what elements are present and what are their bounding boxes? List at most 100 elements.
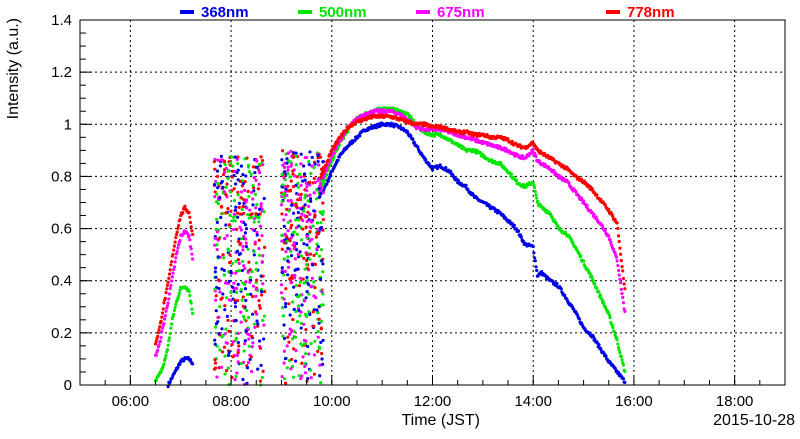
- data-point: [221, 211, 225, 216]
- data-point: [258, 379, 263, 383]
- data-point: [311, 310, 315, 314]
- data-point: [620, 291, 624, 296]
- data-point: [216, 255, 220, 259]
- data-point: [304, 328, 308, 332]
- data-point: [164, 353, 168, 357]
- data-point: [250, 334, 254, 338]
- data-point: [219, 215, 223, 220]
- data-point: [307, 310, 311, 314]
- data-point: [244, 174, 248, 178]
- data-point: [296, 181, 300, 185]
- data-point: [220, 179, 224, 184]
- data-point: [304, 296, 308, 300]
- data-point: [293, 257, 297, 261]
- data-point: [618, 246, 622, 250]
- data-point: [302, 322, 306, 326]
- data-point: [238, 179, 243, 183]
- data-point: [222, 256, 226, 260]
- data-point: [213, 361, 218, 365]
- data-point: [282, 218, 286, 222]
- data-point: [168, 380, 172, 384]
- data-point: [228, 213, 232, 217]
- data-point: [257, 304, 262, 308]
- data-point: [604, 354, 608, 358]
- y-tick-label: 0: [64, 377, 72, 394]
- data-point: [189, 247, 193, 251]
- data-point: [290, 300, 295, 304]
- data-point: [225, 296, 229, 300]
- data-point: [225, 234, 229, 238]
- data-point: [243, 287, 248, 291]
- data-point: [621, 269, 625, 273]
- data-point: [321, 212, 325, 217]
- data-point: [332, 145, 337, 149]
- data-point: [221, 253, 225, 257]
- data-point: [236, 282, 240, 286]
- data-point: [190, 252, 194, 256]
- data-point: [223, 354, 227, 358]
- data-point: [303, 361, 307, 366]
- data-point: [299, 377, 303, 381]
- x-tick-label: 08:00: [212, 393, 250, 410]
- data-point: [164, 290, 168, 295]
- data-point: [257, 298, 261, 303]
- data-point: [280, 172, 284, 176]
- data-point: [178, 218, 182, 222]
- data-point: [282, 361, 286, 365]
- data-point: [290, 223, 294, 227]
- data-point: [555, 282, 559, 286]
- data-point: [237, 201, 242, 206]
- data-point: [616, 263, 620, 268]
- data-point: [252, 220, 256, 224]
- data-point: [293, 268, 297, 272]
- data-point: [221, 333, 225, 338]
- data-point: [220, 205, 224, 209]
- data-point: [319, 340, 323, 345]
- data-point: [215, 169, 220, 173]
- data-point: [295, 175, 299, 179]
- data-point: [187, 210, 191, 215]
- data-point: [280, 212, 284, 216]
- legend: 368nm 500nm 675nm 778nm: [180, 4, 675, 21]
- data-point: [221, 172, 226, 177]
- data-point: [592, 213, 596, 217]
- data-point: [156, 348, 160, 352]
- data-point: [296, 198, 300, 202]
- data-point: [302, 172, 307, 176]
- data-point: [238, 212, 242, 216]
- data-point: [244, 298, 248, 303]
- data-point: [232, 289, 236, 293]
- data-point: [233, 298, 237, 302]
- data-point: [246, 270, 250, 274]
- data-point: [261, 282, 265, 286]
- data-point: [159, 370, 163, 374]
- legend-label: 675nm: [437, 4, 485, 21]
- data-point: [623, 309, 627, 313]
- data-point: [313, 214, 317, 218]
- data-point: [281, 183, 285, 187]
- data-point: [162, 301, 166, 305]
- data-point: [281, 163, 285, 167]
- data-point: [623, 380, 627, 384]
- data-point: [258, 170, 262, 175]
- data-point: [307, 180, 312, 184]
- data-point: [258, 207, 262, 212]
- data-point: [320, 319, 324, 323]
- data-point: [241, 248, 245, 252]
- data-point: [296, 252, 300, 256]
- data-point: [160, 326, 165, 330]
- data-point: [299, 152, 303, 156]
- data-point: [167, 276, 171, 281]
- data-point: [291, 169, 295, 173]
- data-point: [188, 220, 193, 225]
- data-point: [317, 231, 321, 236]
- data-point: [619, 287, 623, 292]
- data-point: [212, 182, 217, 187]
- data-point: [597, 290, 601, 294]
- data-point: [303, 196, 307, 200]
- data-point: [321, 217, 325, 222]
- data-point: [319, 303, 323, 307]
- data-point: [292, 151, 296, 155]
- data-point: [300, 212, 304, 216]
- data-point: [226, 177, 230, 181]
